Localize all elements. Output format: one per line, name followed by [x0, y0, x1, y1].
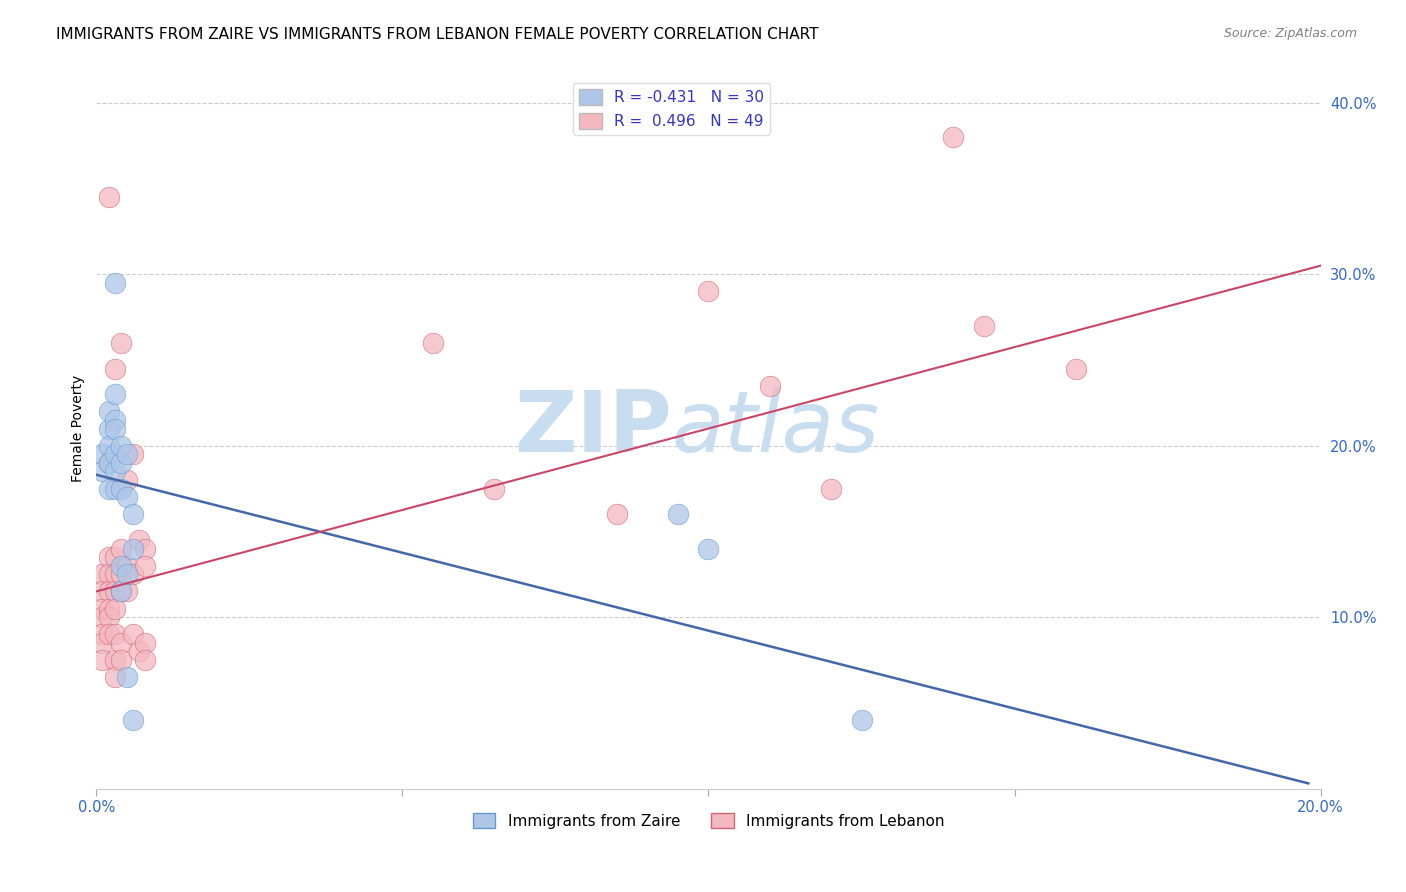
Point — [97, 421, 120, 435]
Point — [104, 482, 127, 496]
Point — [104, 550, 127, 565]
Point — [697, 541, 720, 556]
Point — [134, 636, 156, 650]
Point — [820, 482, 842, 496]
Point — [110, 567, 132, 582]
Point — [122, 713, 145, 727]
Point — [104, 387, 127, 401]
Point — [97, 482, 120, 496]
Point — [97, 456, 120, 470]
Point — [115, 558, 138, 573]
Point — [697, 285, 720, 299]
Point — [110, 439, 132, 453]
Text: IMMIGRANTS FROM ZAIRE VS IMMIGRANTS FROM LEBANON FEMALE POVERTY CORRELATION CHAR: IMMIGRANTS FROM ZAIRE VS IMMIGRANTS FROM… — [56, 27, 818, 42]
Point — [91, 653, 114, 667]
Point — [115, 584, 138, 599]
Point — [97, 404, 120, 418]
Point — [115, 567, 138, 582]
Point — [104, 567, 127, 582]
Point — [97, 439, 120, 453]
Point — [97, 627, 120, 641]
Point — [104, 601, 127, 615]
Point — [104, 653, 127, 667]
Point — [104, 361, 127, 376]
Point — [91, 447, 114, 461]
Point — [97, 567, 120, 582]
Text: atlas: atlas — [672, 387, 880, 470]
Point — [422, 335, 444, 350]
Point — [110, 636, 132, 650]
Point — [104, 670, 127, 684]
Point — [97, 584, 120, 599]
Point — [115, 473, 138, 487]
Y-axis label: Female Poverty: Female Poverty — [72, 375, 86, 483]
Point — [97, 190, 120, 204]
Point — [115, 490, 138, 504]
Point — [134, 653, 156, 667]
Point — [122, 541, 145, 556]
Point — [851, 713, 873, 727]
Point — [128, 533, 150, 547]
Point — [104, 421, 127, 435]
Point — [134, 558, 156, 573]
Point — [115, 447, 138, 461]
Text: ZIP: ZIP — [515, 387, 672, 470]
Point — [97, 610, 120, 624]
Point — [134, 541, 156, 556]
Point — [97, 550, 120, 565]
Point — [115, 670, 138, 684]
Point — [104, 627, 127, 641]
Point — [91, 601, 114, 615]
Point — [666, 507, 689, 521]
Point — [91, 584, 114, 599]
Point — [973, 318, 995, 333]
Point — [1064, 361, 1087, 376]
Point — [97, 601, 120, 615]
Point — [91, 610, 114, 624]
Point — [110, 482, 132, 496]
Text: Source: ZipAtlas.com: Source: ZipAtlas.com — [1223, 27, 1357, 40]
Legend: Immigrants from Zaire, Immigrants from Lebanon: Immigrants from Zaire, Immigrants from L… — [467, 806, 950, 835]
Point — [104, 464, 127, 478]
Point — [110, 558, 132, 573]
Point — [758, 378, 780, 392]
Point — [91, 464, 114, 478]
Point — [122, 447, 145, 461]
Point — [91, 627, 114, 641]
Point — [110, 335, 132, 350]
Point — [110, 584, 132, 599]
Point — [122, 627, 145, 641]
Point — [942, 130, 965, 145]
Point — [110, 584, 132, 599]
Point — [91, 636, 114, 650]
Point — [484, 482, 506, 496]
Point — [97, 456, 120, 470]
Point — [104, 584, 127, 599]
Point — [91, 567, 114, 582]
Point — [122, 567, 145, 582]
Point — [128, 644, 150, 658]
Point — [122, 507, 145, 521]
Point — [110, 541, 132, 556]
Point — [606, 507, 628, 521]
Point — [110, 456, 132, 470]
Point — [110, 653, 132, 667]
Point — [104, 413, 127, 427]
Point — [104, 447, 127, 461]
Point — [104, 276, 127, 290]
